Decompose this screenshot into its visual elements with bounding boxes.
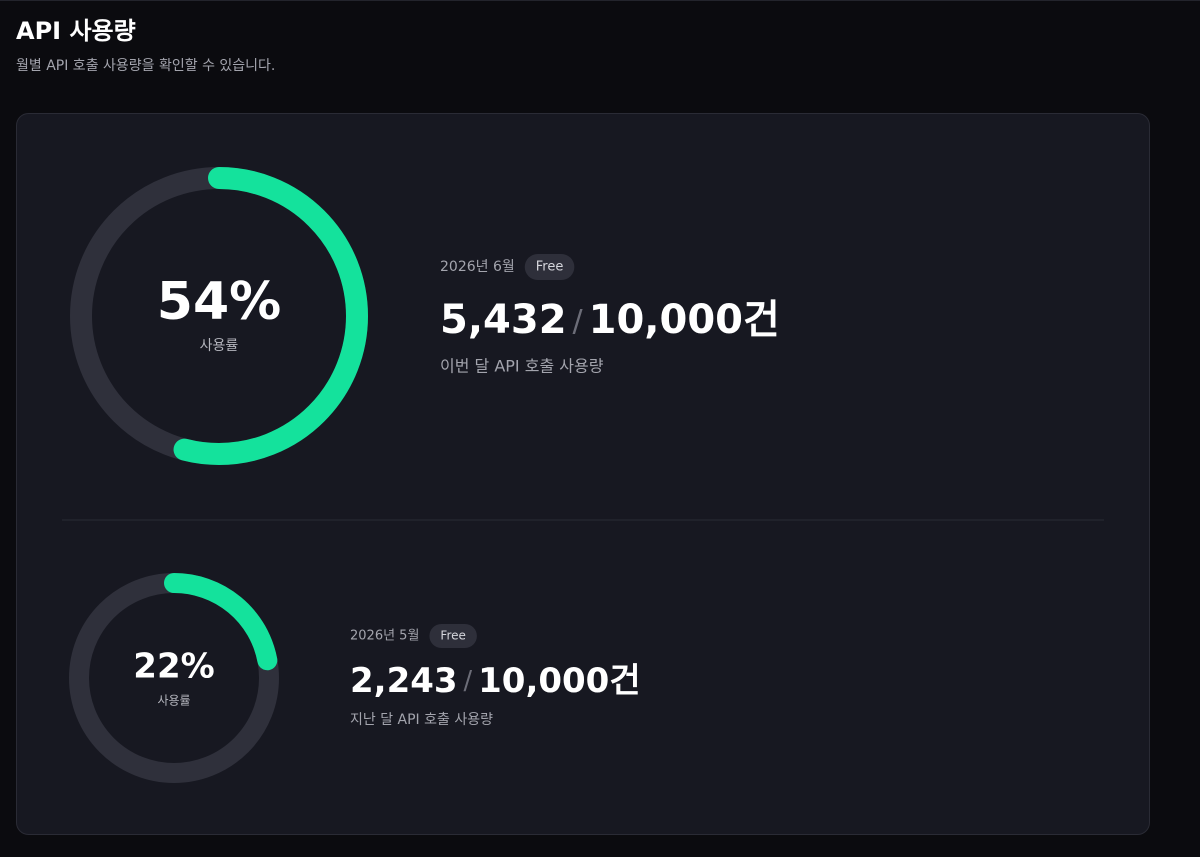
usage-description: 지난 달 API 호출 사용량 (350, 712, 493, 728)
gauge-caption: 사용률 (200, 338, 239, 354)
plan-badge (524, 254, 575, 280)
used-count: 2,243 (350, 661, 458, 701)
separator: / (573, 304, 584, 339)
usage-description: 이번 달 API 호출 사용량 (440, 357, 604, 376)
gauge-arc (69, 573, 279, 783)
page-title: API 사용량 (16, 17, 136, 45)
plan-badge (429, 624, 477, 648)
month-label: 2026년 6월 (440, 259, 515, 275)
separator: / (464, 666, 473, 696)
plan-label: Free (536, 260, 564, 275)
gauge-arc (70, 167, 368, 465)
gauge-percent: 22% (133, 647, 214, 687)
limit-count: 10,000건 (589, 297, 780, 343)
usage-amount: 5,432/10,000건 (440, 297, 780, 343)
usage-amount: 2,243/10,000건 (350, 661, 641, 701)
usage-card (16, 113, 1150, 835)
page-subtitle: 월별 API 호출 사용량을 확인할 수 있습니다. (16, 58, 275, 74)
gauge-caption: 사용률 (157, 694, 190, 708)
limit-count: 10,000건 (478, 661, 640, 701)
gauge-percent: 54% (157, 272, 281, 332)
month-label: 2026년 5월 (350, 629, 419, 644)
plan-label: Free (440, 629, 465, 643)
used-count: 5,432 (440, 297, 567, 343)
